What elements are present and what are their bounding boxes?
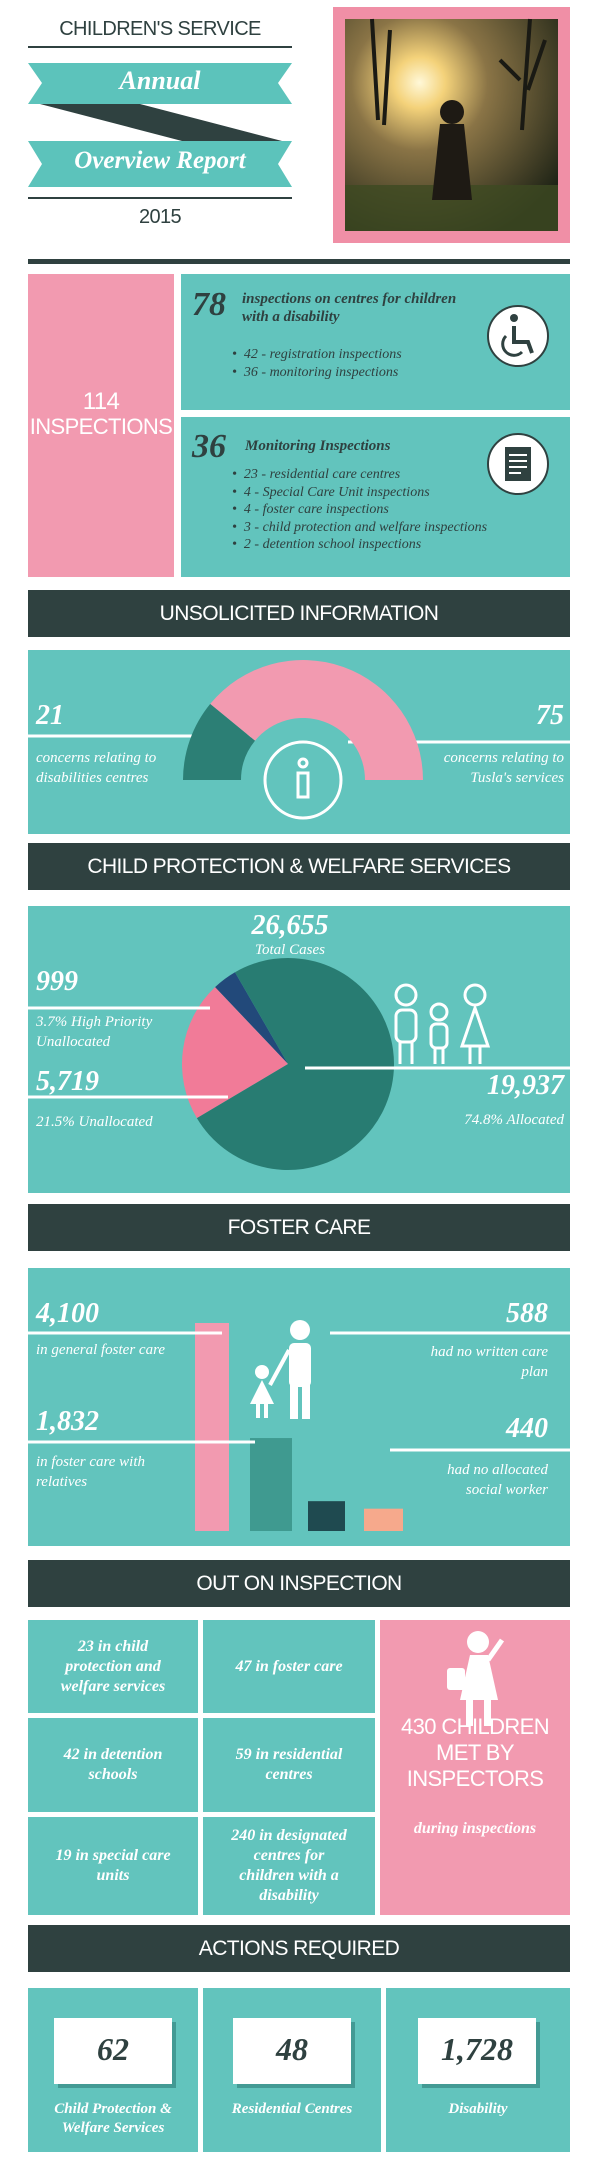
action-value: 48	[276, 2031, 308, 2067]
rule	[28, 259, 570, 264]
visit-cell: 59 in residential centres	[235, 1746, 343, 1783]
banner	[28, 1560, 570, 1607]
visit-cell: 19 in special care units	[55, 1847, 171, 1884]
action-label: Residential Centres	[231, 2101, 353, 2117]
banner-title: ACTIONS REQUIRED	[198, 1937, 400, 1960]
ribbon-text: Overview Report	[74, 147, 246, 174]
value-label: 5,719	[36, 1066, 99, 1097]
category-label: 3.7% High Priority Unallocated	[36, 1014, 153, 1050]
banner	[28, 843, 570, 890]
value-box	[54, 2018, 172, 2084]
category-label: concerns relating to Tusla's services	[443, 750, 564, 786]
item: 2 - detention school inspections	[232, 536, 487, 554]
year: 2015	[138, 206, 182, 228]
banner-title: CHILD PROTECTION & WELFARE SERVICES	[87, 855, 511, 878]
pie-slice	[215, 972, 288, 1064]
value-label: 1,832	[36, 1406, 99, 1437]
panel	[28, 1620, 198, 1713]
highlight: 430 CHILDREN MET BY INSPECTORS	[400, 1714, 550, 1791]
item: 42 - registration inspections	[232, 346, 402, 364]
highlight-caption: during inspections	[413, 1820, 537, 1837]
bar	[308, 1501, 345, 1531]
total-caption: Total Cases	[255, 942, 325, 958]
block-number: 36	[192, 428, 226, 465]
category-label: had no allocated social worker	[447, 1462, 548, 1498]
category-label: 21.5% Unallocated	[36, 1114, 153, 1130]
info-icon	[263, 740, 343, 820]
value-box	[233, 2018, 351, 2084]
panel	[28, 1718, 198, 1812]
visit-cell: 47 in foster care	[235, 1657, 343, 1675]
inspector-icon	[447, 1631, 505, 1726]
action-label: Child Protection & Welfare Services	[54, 2101, 172, 2136]
ribbon-text: Annual	[119, 66, 201, 95]
total: 114	[82, 388, 120, 415]
charts	[181, 660, 423, 1531]
item: 23 - residential care centres	[232, 466, 487, 484]
block-heading: Monitoring Inspections	[245, 438, 391, 454]
panel	[28, 274, 174, 577]
ribbon	[28, 63, 292, 104]
action-value: 1,728	[441, 2031, 513, 2067]
value-label: 4,100	[36, 1298, 99, 1329]
value-box	[418, 2018, 536, 2084]
total-label: INSPECTIONS	[29, 414, 173, 439]
people-icon	[394, 983, 491, 1064]
panel	[28, 1268, 570, 1546]
panel	[203, 1817, 375, 1915]
photo-figure	[440, 100, 464, 124]
visit-cell: 23 in child protection and welfare servi…	[60, 1637, 166, 1695]
block-heading: inspections on centres for children with…	[242, 291, 457, 325]
photo-trees	[370, 18, 547, 131]
category-label: 74.8% Allocated	[464, 1112, 564, 1128]
value-label: 440	[506, 1413, 548, 1444]
gauge-segment	[210, 660, 423, 780]
action-value: 62	[97, 2031, 129, 2067]
action-label: Disability	[448, 2101, 508, 2117]
item: 4 - Special Care Unit inspections	[232, 484, 487, 502]
pie-slice	[181, 987, 288, 1119]
visit-cell: 42 in detention schools	[63, 1746, 163, 1783]
total: 26,655	[251, 910, 329, 941]
value-label: 999	[36, 966, 78, 997]
block-items: 23 - residential care centres 4 - Specia…	[232, 466, 487, 554]
block-items: 42 - registration inspections 36 - monit…	[232, 346, 402, 381]
ribbon-fold	[40, 104, 282, 141]
visit-cell: 240 in designated centres for children w…	[231, 1827, 347, 1904]
ribbon	[28, 141, 292, 187]
value-label: 588	[506, 1298, 548, 1329]
title: CHILDREN'S SERVICE	[59, 18, 261, 40]
banner-title: FOSTER CARE	[227, 1216, 371, 1239]
panel	[203, 1718, 375, 1812]
bar	[364, 1508, 403, 1531]
item: 3 - child protection and welfare inspect…	[232, 519, 487, 537]
banner-title: OUT ON INSPECTION	[196, 1572, 402, 1595]
category-label: had no written care plan	[430, 1344, 548, 1380]
wheelchair-icon	[487, 305, 549, 367]
category-label: in general foster care	[36, 1342, 166, 1358]
banner	[28, 1204, 570, 1251]
family-icon	[250, 1320, 311, 1419]
gauge-segment	[183, 703, 256, 780]
banner	[28, 1925, 570, 1972]
banner-title: UNSOLICITED INFORMATION	[159, 602, 439, 625]
bar	[250, 1438, 292, 1531]
value-label: 21	[36, 700, 64, 731]
panel	[203, 1620, 375, 1713]
panel	[28, 1817, 198, 1915]
item: 36 - monitoring inspections	[232, 364, 402, 382]
photo-figure	[432, 124, 472, 200]
document-icon	[487, 433, 549, 495]
value-label: 19,937	[487, 1070, 564, 1101]
pie-slice	[196, 958, 394, 1170]
bar	[195, 1323, 229, 1531]
banner	[28, 590, 570, 637]
category-label: concerns relating to disabilities centre…	[36, 750, 157, 786]
block-number: 78	[192, 286, 226, 323]
item: 4 - foster care inspections	[232, 501, 487, 519]
category-label: in foster care with relatives	[36, 1454, 146, 1490]
value-label: 75	[536, 700, 564, 731]
